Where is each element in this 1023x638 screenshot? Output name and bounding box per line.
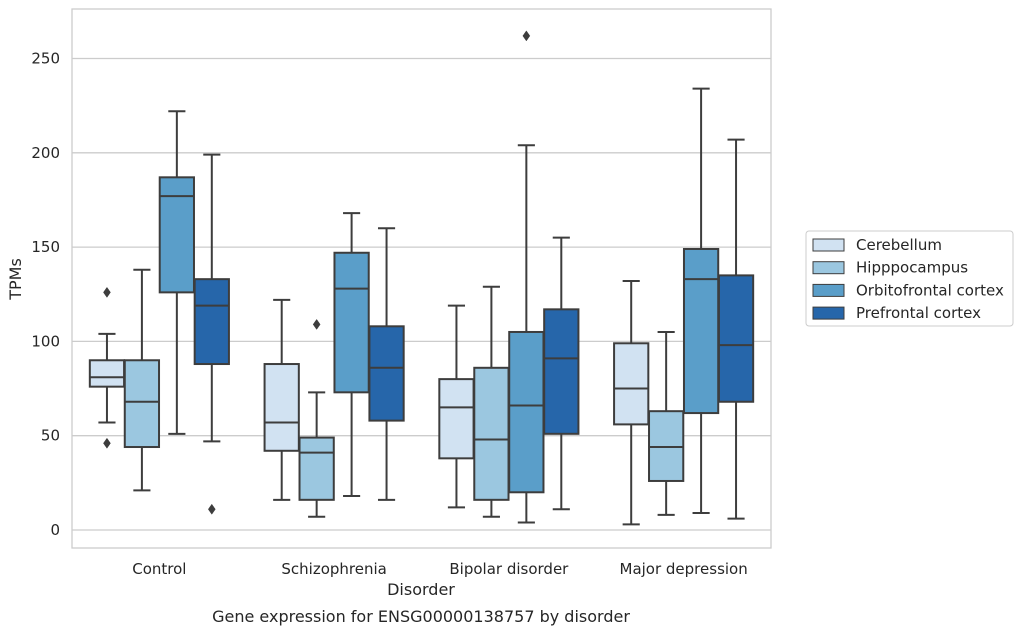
box-body: [123, 359, 161, 449]
legend-label: Cerebellum: [856, 236, 942, 254]
outlier-point: [103, 437, 111, 449]
box-orbitofrontal-cortex-schizophrenia: [333, 212, 370, 498]
box-prefrontal-cortex-major-depression: [717, 138, 755, 520]
x-tick-label: Control: [132, 560, 186, 578]
y-tick-label: 0: [50, 521, 60, 539]
box-body: [473, 366, 510, 501]
plot-frame: [71, 8, 772, 549]
y-tick-label: 100: [31, 332, 60, 350]
legend-item-cerebellum: Cerebellum: [812, 236, 942, 254]
box-body: [333, 251, 370, 394]
chart-caption: Gene expression for ENSG00000138757 by d…: [212, 607, 630, 626]
box-body: [368, 325, 405, 422]
x-axis-label: Disorder: [387, 580, 455, 599]
box-body: [158, 176, 195, 294]
x-tick-label: Bipolar disorder: [449, 560, 569, 578]
box-cerebellum-control: [88, 286, 126, 449]
box-body: [717, 274, 755, 403]
legend-frame: [805, 230, 1014, 327]
legend-swatch: [812, 306, 845, 320]
box-cerebellum-major-depression: [613, 280, 650, 526]
legend-item-hipppocampus: Hipppocampus: [812, 259, 968, 277]
box-orbitofrontal-cortex-major-depression: [682, 87, 720, 515]
y-tick-label: 150: [31, 238, 60, 256]
outlier-point: [522, 30, 531, 42]
x-tick-label: Schizophrenia: [281, 560, 386, 578]
legend-item-orbitofrontal-cortex: Orbitofrontal cortex: [812, 281, 1004, 299]
outlier-point: [207, 503, 216, 515]
outlier-point: [312, 318, 321, 330]
legend-swatch: [812, 238, 845, 252]
legend-label: Hipppocampus: [856, 259, 968, 277]
box-prefrontal-cortex-control: [193, 153, 230, 515]
plot-area: [88, 30, 755, 526]
x-tick-labels: Control Schizophrenia Bipolar disorder Majo…: [132, 560, 747, 578]
box-body: [508, 330, 545, 494]
legend-label: Orbitofrontal cortex: [856, 281, 1004, 299]
box-orbitofrontal-cortex-control: [158, 110, 195, 435]
box-hipppocampus-bipolar-disorder: [473, 285, 510, 518]
outlier-point: [103, 286, 111, 298]
box-body: [682, 247, 720, 415]
box-orbitofrontal-cortex-bipolar-disorder: [508, 30, 545, 524]
y-tick-label: 50: [41, 427, 60, 445]
box-body: [193, 278, 230, 366]
y-tick-label: 200: [31, 144, 60, 162]
legend-items: Cerebellum Hipppocampus Orbitofrontal cort…: [812, 236, 1004, 322]
box-body: [298, 436, 335, 501]
y-tick-label: 250: [31, 50, 60, 68]
box-body: [88, 359, 126, 388]
legend-swatch: [812, 261, 845, 275]
x-tick-label: Major depression: [620, 560, 748, 578]
legend-swatch: [812, 283, 845, 297]
legend-item-prefrontal-cortex: Prefrontal cortex: [812, 304, 981, 322]
box-cerebellum-bipolar-disorder: [438, 304, 475, 509]
box-cerebellum-schizophrenia: [263, 298, 300, 501]
box-body: [263, 363, 300, 452]
box-hipppocampus-schizophrenia: [298, 318, 335, 518]
legend-label: Prefrontal cortex: [856, 304, 981, 322]
y-tick-labels: 0 50 100 150 200 250: [31, 50, 60, 540]
legend: Cerebellum Hipppocampus Orbitofrontal cort…: [805, 230, 1014, 327]
box-prefrontal-cortex-schizophrenia: [368, 227, 405, 501]
box-hipppocampus-major-depression: [648, 330, 685, 516]
box-prefrontal-cortex-bipolar-disorder: [543, 236, 580, 511]
box-body: [438, 378, 475, 460]
box-hipppocampus-control: [123, 268, 161, 492]
y-axis-label: TPMs: [6, 258, 25, 301]
box-body: [543, 308, 580, 435]
box-body: [613, 342, 650, 426]
